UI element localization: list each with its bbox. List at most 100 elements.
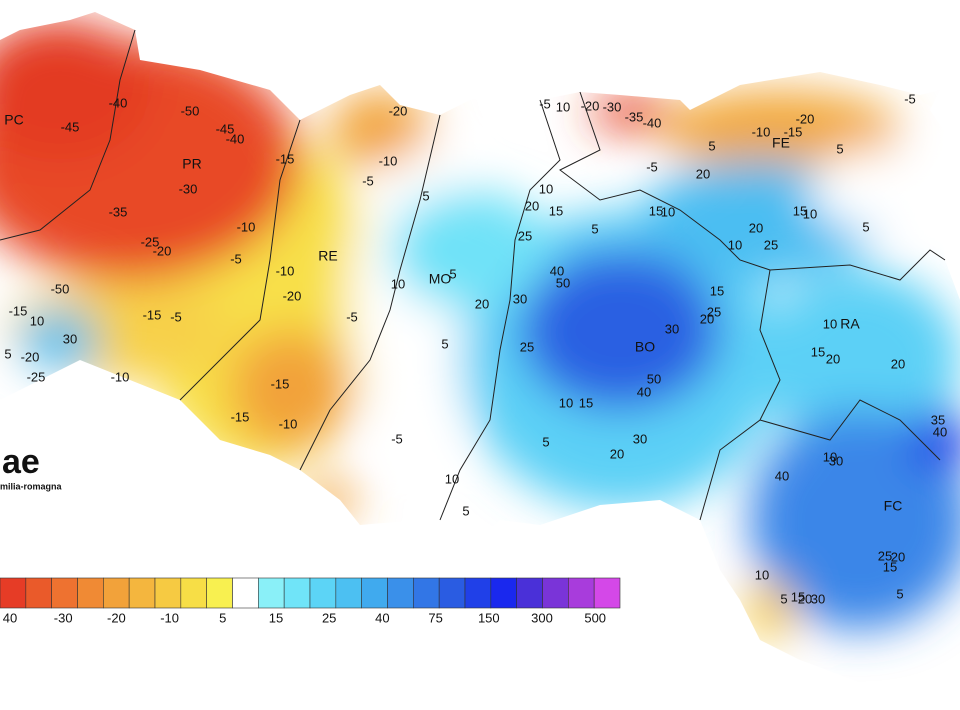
contour-label: 30 [513,291,527,306]
contour-label: 20 [700,311,714,326]
contour-label: 15 [649,203,663,218]
contour-label: 10 [823,316,837,331]
contour-label: -15 [276,151,295,166]
contour-label: 35 [931,412,945,427]
contour-label: -25 [141,234,160,249]
legend-label: -20 [107,610,126,625]
contour-label: 10 [30,313,44,328]
legend-swatch [283,577,311,609]
contour-label: -20 [153,243,172,258]
contour-label: 30 [633,431,647,446]
contour-label: -5 [539,96,551,111]
legend-swatch [464,577,492,609]
legend-label: 15 [269,610,283,625]
contour-label: -30 [603,99,622,114]
contour-label: -15 [231,409,250,424]
legend-swatch [413,577,440,609]
legend-swatch [335,577,362,609]
legend-swatch [361,577,388,609]
province-label: FC [884,498,903,514]
legend-swatch [542,577,569,609]
legend-swatch [593,577,621,609]
legend-label: 40 [375,610,389,625]
contour-label: -5 [391,431,403,446]
contour-label: 30 [665,321,679,336]
contour-label: -10 [237,219,256,234]
contour-label: -20 [796,111,815,126]
contour-label: 25 [518,228,532,243]
contour-label: -45 [61,119,80,134]
contour-label: 50 [556,275,570,290]
legend-label: -10 [160,610,179,625]
legend: 40 -30 -20 -10 5 15 25 40 75 150 300 500 [0,577,621,625]
contour-label: 20 [891,549,905,564]
contour-label: -15 [9,303,28,318]
contour-label: 15 [549,203,563,218]
contour-label: 20 [749,220,763,235]
legend-swatch [206,577,233,609]
contour-label: 20 [525,198,539,213]
contour-label: 30 [63,331,77,346]
contour-label: -25 [27,369,46,384]
legend-swatch [568,577,595,609]
legend-label: 150 [478,610,500,625]
contour-label: 5 [542,434,549,449]
legend-swatch [309,577,337,609]
contour-label: -10 [379,153,398,168]
legend-label: 300 [531,610,553,625]
province-label: RE [318,248,337,264]
contour-label: 20 [610,446,624,461]
contour-label: -5 [646,159,658,174]
legend-label: 75 [428,610,442,625]
legend-swatch [0,577,27,609]
contour-label: 5 [4,346,11,361]
province-borders [0,29,946,521]
contour-label: -5 [230,251,242,266]
contour-label: -10 [752,124,771,139]
contour-label: 10 [803,206,817,221]
contour-label: 20 [891,356,905,371]
province-label: MO [429,271,452,287]
contour-label: 20 [826,351,840,366]
contour-label: 5 [422,188,429,203]
contour-label: 10 [661,204,675,219]
legend-swatch [232,577,259,609]
contour-label: 30 [811,591,825,606]
contour-label: 40 [775,468,789,483]
contour-label: 5 [896,586,903,601]
legend-label: 500 [584,610,606,625]
contour-label: -5 [170,309,182,324]
contour-label: 30 [829,453,843,468]
legend-label: 25 [322,610,336,625]
contour-label: 10 [391,276,405,291]
contour-label: 25 [520,339,534,354]
contour-label: 5 [449,266,456,281]
contour-label: 40 [933,424,947,439]
contour-label: 15 [793,203,807,218]
contour-label: -10 [276,263,295,278]
contour-label: -35 [109,204,128,219]
contour-label: 5 [591,221,598,236]
contour-label: 20 [696,166,710,181]
legend-label: 40 [3,610,17,625]
contour-label: -15 [143,307,162,322]
contour-label: 10 [559,395,573,410]
legend-swatch [103,577,130,609]
logo: ae milia-romagna [0,443,63,491]
contour-label: 15 [579,395,593,410]
legend-swatch [258,577,285,609]
contour-label: 15 [811,344,825,359]
contour-label: 10 [755,567,769,582]
contour-label: 15 [883,559,897,574]
legend-swatch [128,577,156,609]
contour-label: 40 [550,263,564,278]
province-label: PC [4,112,23,128]
contour-label: -35 [625,109,644,124]
contour-label: -45 [216,121,235,136]
province-label: FE [772,135,790,151]
contour-label: 20 [475,296,489,311]
contour-label: -15 [271,376,290,391]
contour-label: 10 [823,449,837,464]
